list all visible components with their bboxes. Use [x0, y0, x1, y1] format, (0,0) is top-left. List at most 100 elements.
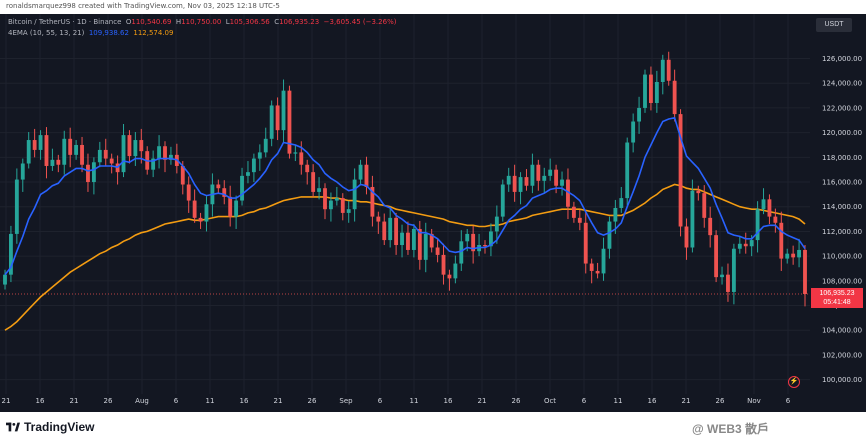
grid-lines [0, 14, 810, 394]
x-tick-label: 6 [174, 397, 179, 405]
candle-body [749, 240, 754, 247]
candle-body [216, 184, 221, 189]
candle-body [672, 80, 677, 115]
candle-body [755, 209, 760, 241]
candle-body [228, 196, 233, 217]
candle-body [803, 249, 807, 294]
y-tick-label: 124,000.00 [822, 80, 862, 88]
candle-body [708, 217, 713, 236]
x-tick-label: 26 [512, 397, 521, 405]
x-tick-label: 21 [70, 397, 79, 405]
candle-body [38, 135, 43, 150]
attribution-text: ronaldsmarquez998 created with TradingVi… [6, 2, 280, 10]
candle-body [447, 274, 452, 279]
candle-body [204, 204, 209, 222]
candle-body [400, 232, 404, 246]
candle-body [411, 228, 416, 250]
candle-body [660, 59, 665, 82]
candle-body [506, 175, 511, 185]
y-tick-label: 100,000.00 [822, 376, 862, 384]
candle-body [234, 200, 239, 217]
attribution-bar: ronaldsmarquez998 created with TradingVi… [0, 0, 866, 14]
x-tick-label: Sep [339, 397, 353, 405]
brand-name: TradingView [24, 420, 95, 434]
tradingview-logo-icon [6, 422, 20, 432]
candle-body [489, 231, 493, 247]
x-tick-label: Oct [544, 397, 556, 405]
candle-body [536, 164, 541, 181]
lightning-icon[interactable]: ⚡ [788, 376, 800, 388]
y-tick-label: 108,000.00 [822, 277, 862, 285]
candle-body [293, 152, 298, 154]
candle-body [589, 263, 594, 271]
candle-body [299, 152, 304, 165]
symbol-legend: Bitcoin / TetherUS · 1D · Binance O110,5… [8, 18, 396, 26]
candle-body [358, 164, 363, 180]
candle-body [56, 159, 61, 165]
y-tick-label: 120,000.00 [822, 129, 862, 137]
x-tick-label: 16 [648, 397, 657, 405]
candle-body [791, 253, 796, 258]
candle-body [773, 216, 778, 223]
y-tick-label: 116,000.00 [822, 179, 862, 187]
candle-body [80, 144, 84, 165]
candle-body [163, 146, 167, 160]
candle-body [26, 140, 31, 164]
open-value: 110,540.69 [131, 18, 172, 26]
candle-body [346, 209, 351, 213]
candle-body [269, 105, 274, 139]
candle-body [127, 135, 132, 157]
candle-body [240, 175, 244, 201]
candle-body [423, 233, 428, 260]
tradingview-logo[interactable]: TradingView [6, 420, 94, 434]
candle-body [441, 254, 446, 275]
candle-body [62, 138, 67, 165]
candle-body [702, 193, 707, 218]
candle-body [583, 222, 588, 264]
candle-body [471, 233, 476, 252]
candle-body [388, 217, 393, 241]
candle-body [382, 221, 387, 241]
candle-body [494, 216, 499, 232]
close-label: C [274, 18, 280, 26]
candle-body [607, 221, 612, 249]
candle-body [263, 138, 268, 153]
candle-body [406, 232, 410, 250]
y-axis: 100,000.00102,000.00104,000.00106,000.00… [822, 55, 862, 384]
candle-body [595, 270, 600, 274]
x-tick-label: 11 [410, 397, 419, 405]
open-label: O [125, 18, 132, 26]
x-tick-label: 21 [478, 397, 487, 405]
candle-body [180, 165, 185, 185]
candle-body [435, 247, 440, 255]
high-value: 110,750.00 [181, 18, 222, 26]
candle-body [334, 198, 339, 201]
x-tick-label: 21 [274, 397, 283, 405]
ema-label: 4EMA (10, 55, 13, 21) [8, 29, 85, 37]
candle-body [690, 190, 695, 248]
candle-body [340, 198, 345, 213]
candle-body [554, 169, 559, 186]
candle-body [281, 90, 286, 131]
x-tick-label: 21 [682, 397, 691, 405]
x-tick-label: 21 [2, 397, 11, 405]
currency-button[interactable]: USDT [816, 18, 852, 32]
candle-body [151, 158, 156, 170]
candle-body [311, 172, 316, 192]
y-tick-label: 118,000.00 [822, 154, 862, 162]
candle-body [97, 149, 102, 163]
candle-body [483, 245, 487, 247]
candle-body [376, 216, 381, 222]
candle-body [370, 186, 375, 217]
chart-frame[interactable]: 100,000.00102,000.00104,000.00106,000.00… [0, 14, 866, 412]
candle-body [14, 179, 19, 234]
x-tick-label: 6 [582, 397, 587, 405]
candle-body [453, 263, 458, 279]
price-chart[interactable]: 100,000.00102,000.00104,000.00106,000.00… [0, 14, 866, 412]
candle-body [737, 243, 742, 249]
candle-body [305, 164, 310, 173]
candle-body [613, 207, 618, 222]
candle-body [169, 154, 173, 160]
candle-body [429, 233, 434, 248]
candles-layer [3, 51, 807, 307]
